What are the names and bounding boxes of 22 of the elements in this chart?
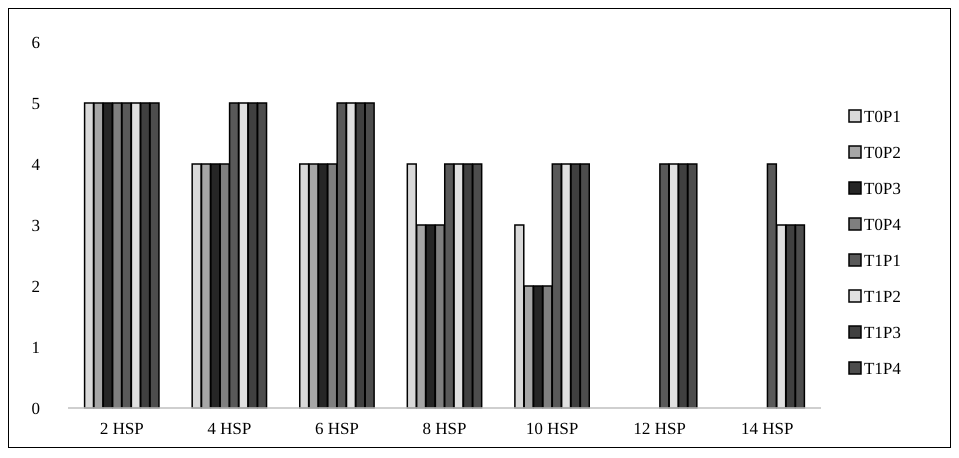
x-tick-label: 12 HSP [633,419,686,438]
legend-label: T0P4 [864,214,902,234]
x-tick-label: 10 HSP [526,419,578,438]
legend-label: T0P2 [864,142,901,162]
y-tick-label: 0 [32,398,40,418]
y-tick-label: 5 [32,94,40,113]
x-tick-label: 8 HSP [422,419,466,438]
x-tick-label: 4 HSP [207,419,252,438]
legend-label: T1P3 [864,322,901,342]
x-tick-label: 6 HSP [314,419,359,438]
legend-label: T0P1 [864,106,901,126]
y-tick-label: 4 [32,154,40,174]
x-tick-label: 14 HSP [740,419,794,438]
y-tick-label: 3 [32,216,40,235]
y-tick-label: 2 [32,276,40,296]
x-tick-label: 2 HSP [100,419,144,438]
legend-label: T1P4 [864,358,902,378]
y-tick-label: 6 [32,32,40,52]
y-tick-label: 1 [32,338,40,357]
legend-label: T0P3 [864,178,901,198]
legend-label: T1P1 [864,250,901,270]
legend-label: T1P2 [864,286,901,306]
